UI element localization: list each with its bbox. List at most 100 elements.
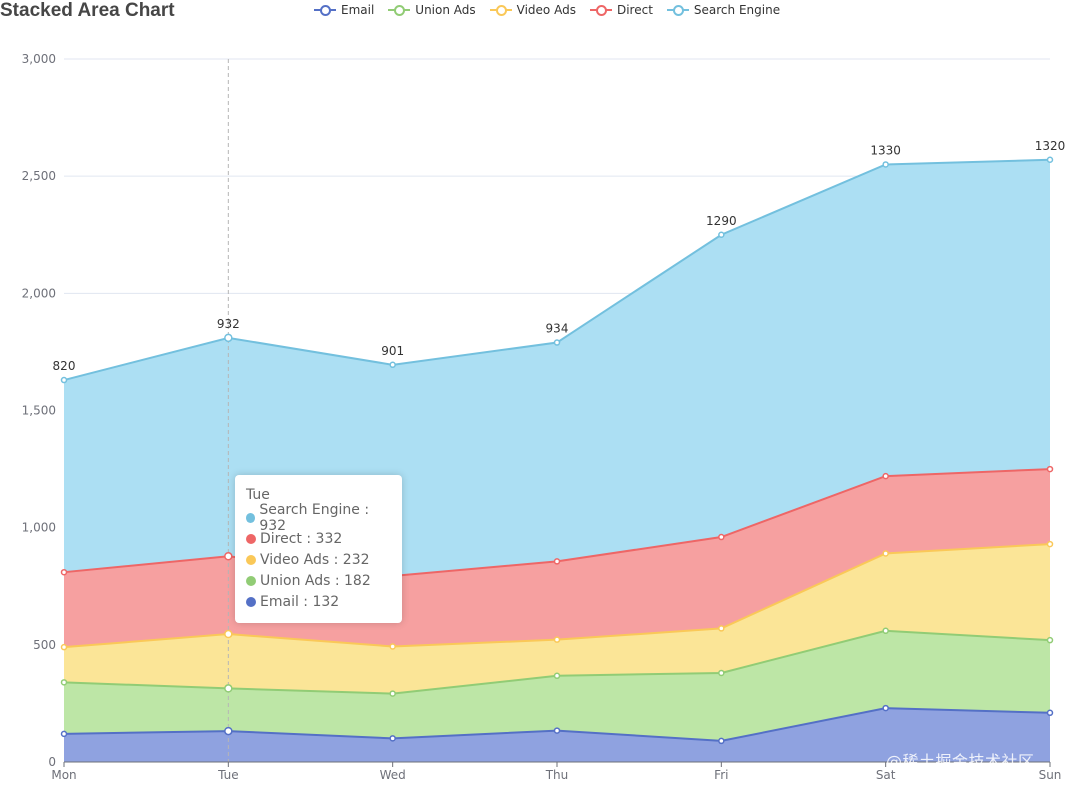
data-point (718, 669, 725, 677)
area-union-ads (64, 630, 1050, 741)
x-tick-label: Sun (1039, 768, 1062, 782)
data-point (553, 672, 561, 680)
data-point (60, 730, 68, 738)
data-point (718, 625, 725, 632)
y-tick-label: 1,000 (22, 521, 56, 535)
data-label: 1320 (1035, 139, 1066, 153)
tooltip-row-label: Search Engine : 932 (259, 501, 370, 534)
y-tick-label: 3,000 (22, 52, 56, 66)
data-point (1046, 709, 1054, 717)
data-point (718, 533, 725, 541)
legend-item-search-engine[interactable]: Search Engine (666, 3, 781, 17)
data-point (389, 690, 396, 697)
data-point (60, 679, 68, 686)
x-tick-label: Thu (545, 768, 569, 782)
data-point (882, 704, 889, 712)
y-tick-label: 2,500 (22, 169, 56, 183)
data-point (882, 472, 889, 480)
area-search-engine (64, 159, 1050, 576)
tooltip-row: Email : 132 (246, 591, 391, 612)
data-point (553, 636, 561, 643)
tooltip-row: Search Engine : 932 (246, 502, 391, 534)
watermark: @稀土掘金技术社区 (886, 752, 1035, 771)
legend-line-circle-icon (589, 4, 612, 16)
legend-item-union-ads[interactable]: Union Ads (388, 3, 476, 17)
legend-line-circle-icon (314, 4, 336, 16)
legend: Email Union Ads Video Ads Direct Search Engi… (314, 3, 780, 17)
legend-label: Search Engine (693, 3, 781, 17)
data-point (718, 737, 725, 745)
tooltip-row-label: Email : 132 (260, 593, 340, 610)
series-dot-icon (246, 512, 256, 523)
data-point (60, 568, 68, 576)
data-label: 1330 (870, 143, 901, 157)
legend-item-direct[interactable]: Direct (589, 3, 653, 17)
series-dot-icon (246, 596, 256, 607)
data-point (882, 550, 889, 557)
series-dot-icon (246, 533, 256, 544)
x-tick-label: Mon (51, 768, 76, 782)
data-label: 901 (381, 344, 404, 358)
area-email (64, 708, 1050, 762)
series-dot-icon (246, 575, 256, 586)
legend-label: Direct (616, 3, 653, 17)
tooltip-row: Direct : 332 (246, 528, 391, 549)
tooltip-rows: Search Engine : 932 Direct : 332 Video Ads… (246, 502, 391, 612)
data-label: 934 (546, 322, 569, 336)
x-tick-label: Wed (380, 768, 406, 782)
legend-item-email[interactable]: Email (314, 3, 374, 17)
data-point (224, 552, 233, 561)
x-axis: Mon Tue Wed Thu Fri Sat Sun (51, 761, 1062, 782)
data-point (553, 727, 561, 734)
data-point (718, 231, 725, 238)
data-point (1046, 156, 1054, 164)
tooltip: Tue Search Engine : 932 Direct : 332 Video… (235, 475, 402, 623)
data-labels: 820 932 901 934 1290 1330 1320 (53, 139, 1066, 373)
data-label: 1290 (706, 214, 737, 228)
data-point (60, 643, 68, 651)
chart-title: Stacked Area Chart (0, 0, 175, 21)
tooltip-row-label: Direct : 332 (260, 530, 343, 547)
series-points (60, 156, 1054, 745)
y-tick-label: 2,000 (22, 286, 56, 300)
series-dot-icon (246, 554, 256, 565)
x-tick-label: Sat (876, 768, 896, 782)
legend-line-circle-icon (388, 4, 411, 16)
tooltip-title: Tue (246, 487, 270, 503)
data-point (553, 339, 561, 346)
data-point (1046, 465, 1054, 473)
data-point (882, 161, 889, 168)
legend-line-circle-icon (489, 4, 512, 16)
data-point (224, 726, 233, 736)
data-point (882, 627, 889, 635)
legend-label: Union Ads (415, 3, 476, 17)
tooltip-row: Video Ads : 232 (246, 549, 391, 570)
legend-label: Email (341, 3, 375, 17)
data-point (1046, 636, 1054, 644)
area-video-ads (64, 544, 1050, 694)
x-tick-label: Fri (714, 768, 728, 782)
data-point (553, 558, 561, 565)
data-point (389, 735, 396, 742)
x-tick-label: Tue (217, 768, 239, 782)
data-point (389, 643, 396, 650)
y-axis: 0 500 1,000 1,500 2,000 2,500 3,000 (22, 52, 56, 769)
legend-label: Video Ads (516, 3, 576, 17)
y-tick-label: 500 (33, 638, 56, 652)
legend-item-video-ads[interactable]: Video Ads (489, 3, 576, 17)
data-label: 820 (53, 359, 76, 373)
tooltip-row-label: Video Ads : 232 (260, 551, 370, 568)
data-point (389, 361, 396, 369)
data-point (60, 376, 68, 384)
series-areas (64, 159, 1050, 762)
y-tick-label: 1,500 (22, 404, 56, 418)
legend-line-circle-icon (666, 4, 689, 16)
tooltip-row-label: Union Ads : 182 (260, 572, 371, 589)
y-tick-label: 0 (48, 755, 56, 769)
tooltip-row: Union Ads : 182 (246, 570, 391, 591)
data-point (224, 333, 233, 343)
data-point (224, 684, 233, 693)
data-label: 932 (217, 317, 240, 331)
